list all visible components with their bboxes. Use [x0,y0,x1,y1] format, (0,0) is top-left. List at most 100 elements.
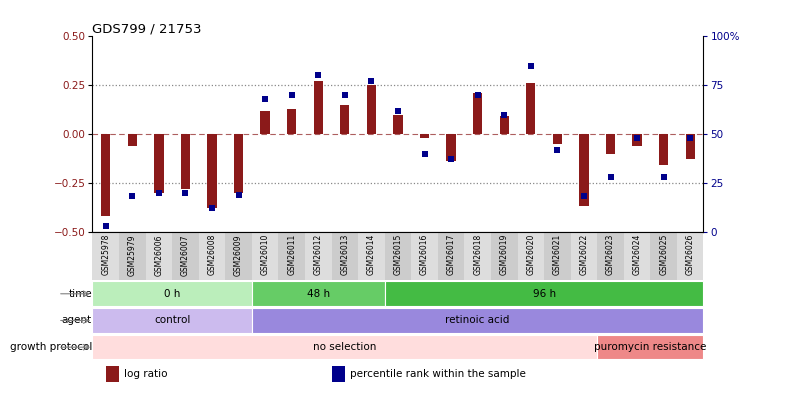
Bar [313,81,323,134]
Bar [154,134,163,193]
Bar [579,134,588,206]
Bar [287,109,296,134]
Point [153,190,165,196]
Bar [119,232,145,280]
Text: GSM26024: GSM26024 [632,234,641,275]
Point [524,62,536,69]
Text: GSM26008: GSM26008 [207,234,216,275]
Text: time: time [68,289,92,299]
Point [444,156,457,163]
Text: GSM26016: GSM26016 [419,234,429,275]
Bar [605,134,614,153]
Text: GSM26017: GSM26017 [446,234,455,275]
Point [100,222,112,229]
Bar [650,232,676,280]
Text: control: control [154,315,190,326]
Bar [570,232,597,280]
Bar [278,232,304,280]
Bar [517,232,544,280]
Text: GSM26009: GSM26009 [234,234,243,275]
Bar [419,134,429,138]
Point [232,191,245,198]
Text: GSM25978: GSM25978 [101,234,110,275]
Bar [145,232,172,280]
Point [179,190,192,196]
Bar [251,281,384,306]
Text: GSM26011: GSM26011 [287,234,296,275]
Bar [331,366,344,382]
Text: 0 h: 0 h [164,289,180,299]
Bar [366,85,376,134]
Point [338,92,351,98]
Point [259,96,271,102]
Bar [623,232,650,280]
Bar [525,83,535,134]
Point [391,107,404,114]
Text: GSM26013: GSM26013 [340,234,349,275]
Bar [92,335,597,360]
Bar [225,232,251,280]
Bar [92,308,251,333]
Bar [597,232,623,280]
Text: no selection: no selection [313,342,376,352]
Point [471,92,483,98]
Text: GSM26007: GSM26007 [181,234,190,275]
Bar [411,232,438,280]
Bar [446,134,455,161]
Point [126,193,139,200]
Point [683,135,695,141]
Text: 48 h: 48 h [306,289,329,299]
Text: GSM26018: GSM26018 [473,234,482,275]
Bar [304,232,331,280]
Text: GSM26012: GSM26012 [313,234,322,275]
Point [285,92,298,98]
Bar [181,134,190,189]
Text: GSM26023: GSM26023 [605,234,614,275]
Point [656,174,669,180]
Bar [472,93,482,134]
Text: GSM26021: GSM26021 [552,234,561,275]
Point [550,147,563,153]
Text: GSM26006: GSM26006 [154,234,163,275]
Bar [676,232,703,280]
Bar [632,134,641,146]
Text: puromycin resistance: puromycin resistance [593,342,706,352]
Bar [207,134,216,208]
Text: 96 h: 96 h [532,289,555,299]
Point [603,174,616,180]
Bar [384,232,411,280]
Text: agent: agent [62,315,92,326]
Text: GSM26025: GSM26025 [658,234,667,275]
Bar [552,134,561,144]
Bar [357,232,384,280]
Text: retinoic acid: retinoic acid [445,315,509,326]
Bar [128,134,137,146]
Bar [101,134,110,216]
Text: GSM25979: GSM25979 [128,234,137,275]
Text: GSM26026: GSM26026 [685,234,694,275]
Bar [658,134,667,165]
Text: log ratio: log ratio [124,369,168,379]
Text: GDS799 / 21753: GDS799 / 21753 [92,22,202,35]
Point [365,78,377,85]
Bar [491,232,517,280]
Text: percentile rank within the sample: percentile rank within the sample [350,369,525,379]
Bar [260,111,270,134]
Bar [464,232,491,280]
Bar [685,134,694,160]
Point [497,111,510,118]
Point [206,205,218,211]
Bar [544,232,570,280]
Bar [251,232,278,280]
Bar [172,232,198,280]
Text: GSM26019: GSM26019 [499,234,508,275]
Bar [438,232,464,280]
Point [418,150,430,157]
Bar [597,335,703,360]
Bar [384,281,703,306]
Bar [340,105,349,134]
Point [630,135,642,141]
Point [577,193,589,200]
Bar [92,281,251,306]
Bar [106,366,119,382]
